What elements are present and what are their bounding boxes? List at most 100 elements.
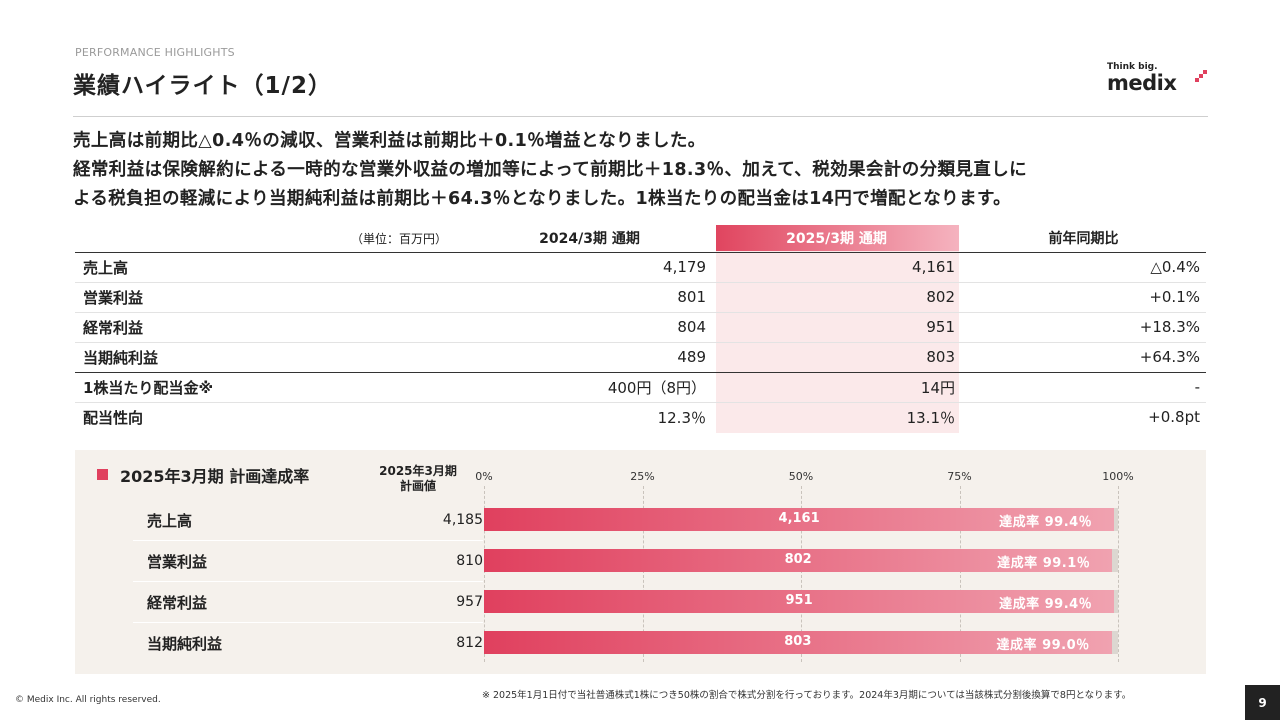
prev-year-value: 4,179	[467, 252, 712, 283]
current-year-value: 951	[712, 312, 961, 343]
yoy-value: +18.3%	[961, 312, 1206, 343]
axis-tick-label: 100%	[1102, 470, 1134, 483]
yoy-value: △0.4%	[961, 252, 1206, 283]
table-row: 1株当たり配当金※ 400円（8円） 14円 -	[75, 372, 1206, 403]
table-row: 配当性向 12.3％ 13.1％ +0.8pt	[75, 402, 1206, 432]
axis-tick-label: 25%	[630, 470, 655, 483]
lead-line: 売上高は前期比△0.4％の減収、営業利益は前期比＋0.1％増益となりました。	[73, 131, 706, 151]
actual-value-label: 803	[784, 634, 812, 649]
yoy-value: +64.3%	[961, 342, 1206, 373]
page-number: 9	[1245, 685, 1280, 720]
achievement-row: 経常利益 957	[133, 582, 483, 623]
plan-header-line: 計画値	[399, 479, 436, 493]
section-eyebrow: PERFORMANCE HIGHLIGHTS	[75, 46, 235, 59]
prev-year-value: 801	[467, 282, 712, 313]
results-table: （単位：百万円） 2024/3期 通期 2025/3期 通期 前年同期比 売上高…	[75, 225, 1206, 433]
metric-name: 当期純利益	[147, 635, 223, 653]
plan-value: 957	[456, 594, 483, 610]
row-label: 経常利益	[75, 312, 467, 343]
rate-caption: 達成率	[996, 638, 1038, 653]
table-row: 売上高 4,179 4,161 △0.4%	[75, 252, 1206, 283]
unit-label: （単位：百万円）	[75, 225, 467, 253]
yoy-value: +0.1%	[961, 282, 1206, 313]
column-header-yoy: 前年同期比	[961, 225, 1206, 253]
achievement-bar-track: 803 達成率 99.0％	[484, 631, 1118, 654]
achievement-panel: 2025年3月期 計画達成率 2025年3月期 計画値 0% 25% 50% 7…	[75, 450, 1206, 674]
rate-caption: 達成率	[999, 515, 1040, 530]
metric-name: 営業利益	[147, 553, 208, 571]
row-label: 当期純利益	[75, 342, 467, 373]
achievement-rate-label: 達成率 99.1％	[997, 552, 1090, 571]
gridline	[1118, 486, 1119, 662]
yoy-value: -	[961, 372, 1206, 403]
copyright: © Medix Inc. All rights reserved.	[15, 695, 161, 705]
rate-caption: 達成率	[997, 556, 1038, 571]
title-divider	[73, 116, 1208, 117]
footnote: ※ 2025年1月1日付で当社普通株式1株につき50株の割合で株式分割を行ってお…	[482, 690, 1132, 701]
gridline	[801, 486, 802, 662]
lead-line: 経常利益は保険解約による一時的な営業外収益の増加等によって前期比＋18.3％、加…	[73, 160, 1027, 180]
achievement-rate-label: 達成率 99.0％	[997, 634, 1090, 653]
table-row: 当期純利益 489 803 +64.3%	[75, 342, 1206, 373]
gridline	[484, 486, 485, 662]
axis-tick-label: 75%	[947, 470, 972, 483]
prev-year-value: 12.3％	[657, 408, 706, 427]
column-header-prev-year: 2024/3期 通期	[467, 225, 712, 253]
square-bullet-icon	[97, 469, 108, 480]
prev-year-value: 400円（8円）	[467, 372, 712, 403]
yoy-value: +0.8pt	[1148, 408, 1200, 427]
achievement-row: 当期純利益 812	[133, 623, 483, 664]
row-label: 1株当たり配当金※	[75, 372, 467, 403]
lead-summary: 売上高は前期比△0.4％の減収、営業利益は前期比＋0.1％増益となりました。 経…	[73, 127, 1213, 214]
rate-caption: 達成率	[999, 597, 1040, 612]
page-title: 業績ハイライト（1/2）	[73, 73, 332, 99]
achievement-bar: 803 達成率 99.0％	[484, 631, 1112, 654]
rate-value: 99.1％	[1042, 556, 1091, 571]
table-row: 経常利益 804 951 +18.3%	[75, 312, 1206, 343]
achievement-row: 営業利益 810	[133, 541, 483, 582]
metric-name: 売上高	[147, 512, 193, 530]
achievement-bar-track: 4,161 達成率 99.4％	[484, 508, 1118, 531]
brand-logo: Think big. medix	[1107, 62, 1217, 98]
brand-name: medix	[1107, 71, 1177, 95]
prev-year-value: 489	[467, 342, 712, 373]
row-label: 配当性向	[83, 408, 144, 427]
actual-value-label: 951	[785, 593, 813, 608]
gridline	[959, 486, 961, 662]
brand-mark-icon	[1195, 70, 1207, 82]
current-year-value: 14円	[712, 372, 961, 403]
prev-year-value: 804	[467, 312, 712, 343]
achievement-bar-track: 951 達成率 99.4％	[484, 590, 1118, 613]
lead-line: よる税負担の軽減により当期純利益は前期比＋64.3％となりました。1株当たりの配…	[73, 189, 1012, 209]
rate-value: 99.4％	[1044, 597, 1093, 612]
achievement-rate-label: 達成率 99.4％	[999, 511, 1092, 530]
axis-tick-label: 50%	[788, 470, 814, 483]
column-header-current-year: 2025/3期 通期	[712, 225, 961, 253]
achievement-rate-label: 達成率 99.4％	[999, 593, 1092, 612]
rate-value: 99.4％	[1044, 515, 1093, 530]
row-label: 営業利益	[75, 282, 467, 313]
achievement-row: 売上高 4,185	[133, 500, 483, 541]
table-row: 営業利益 801 802 +0.1%	[75, 282, 1206, 313]
current-year-value: 802	[712, 282, 961, 313]
current-year-value: 803	[712, 342, 961, 373]
gridline	[642, 486, 644, 662]
rate-value: 99.0％	[1042, 638, 1090, 653]
achievement-bar-track: 802 達成率 99.1％	[484, 549, 1118, 572]
plan-value: 4,185	[442, 512, 483, 528]
metric-name: 経常利益	[147, 594, 208, 612]
row-label: 売上高	[75, 252, 467, 283]
brand-tagline: Think big.	[1107, 62, 1158, 72]
achievement-bar: 4,161 達成率 99.4％	[484, 508, 1115, 531]
actual-value-label: 802	[784, 552, 812, 567]
plan-column-header: 2025年3月期 計画値	[378, 464, 458, 494]
plan-header-line: 2025年3月期	[379, 464, 457, 478]
current-year-value: 4,161	[712, 252, 961, 283]
achievement-bar: 951 達成率 99.4％	[484, 590, 1115, 613]
plan-value: 812	[456, 635, 483, 651]
achievement-title: 2025年3月期 計画達成率	[120, 467, 310, 486]
actual-value-label: 4,161	[778, 511, 820, 526]
axis-tick-label: 0%	[475, 470, 493, 483]
current-year-value: 13.1％	[906, 408, 955, 427]
plan-value: 810	[456, 553, 483, 569]
